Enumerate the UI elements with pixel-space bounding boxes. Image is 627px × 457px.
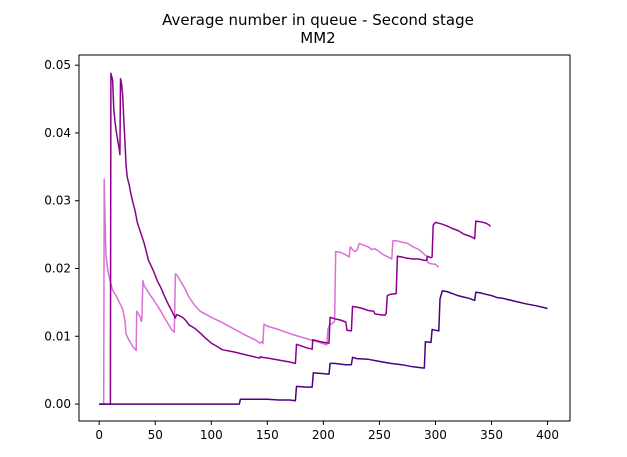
y-tick-label: 0.00: [44, 397, 71, 411]
series-layer: [99, 72, 548, 405]
x-tick-label: 250: [368, 428, 391, 442]
y-tick-label: 0.02: [44, 262, 71, 276]
series-line-2: [99, 72, 491, 405]
series-line-3: [99, 290, 548, 405]
y-tick-label: 0.03: [44, 194, 71, 208]
chart-subtitle: MM2: [300, 29, 335, 47]
y-tick-label: 0.01: [44, 329, 71, 343]
plot-frame: [78, 54, 571, 422]
series-line-1: [99, 178, 440, 405]
y-tick-label: 0.04: [44, 126, 71, 140]
x-tick-label: 150: [256, 428, 279, 442]
y-tick-label: 0.05: [44, 58, 71, 72]
chart-title: Average number in queue - Second stage: [162, 11, 474, 29]
axes-layer: 0 50 100 150 200 250 300 350 400 0.00 0.01 0.02 0.03…: [44, 54, 571, 442]
x-tick-label: 100: [200, 428, 223, 442]
x-tick-label: 350: [480, 428, 503, 442]
x-tick-label: 0: [95, 428, 103, 442]
x-tick-label: 300: [424, 428, 447, 442]
x-tick-label: 400: [536, 428, 559, 442]
x-tick-label: 50: [148, 428, 163, 442]
x-tick-label: 200: [312, 428, 335, 442]
